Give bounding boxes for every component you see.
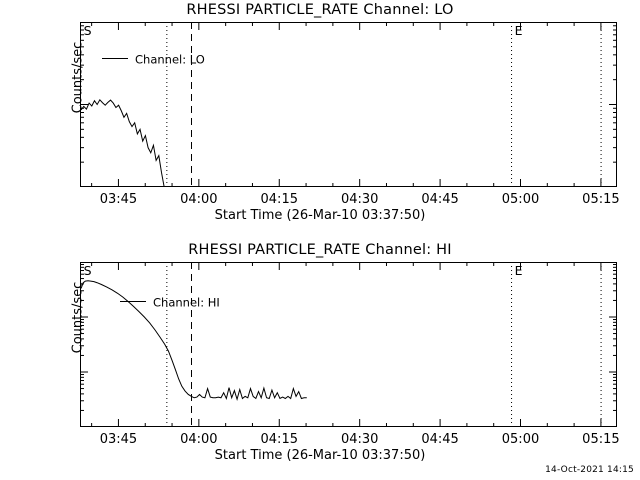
annotation-marker-e: E bbox=[514, 263, 523, 278]
y-tick-labels-hi: 1101001000 bbox=[80, 262, 617, 427]
chart-title-hi: RHESSI PARTICLE_RATE Channel: HI bbox=[188, 242, 452, 258]
legend-label-lo: Channel: LO bbox=[135, 52, 205, 67]
x-tick-label: 04:00 bbox=[180, 432, 218, 447]
legend-hi: Channel: HI bbox=[120, 295, 220, 310]
x-tick-label: 05:15 bbox=[582, 432, 620, 447]
x-tick-label: 04:45 bbox=[421, 192, 459, 207]
annotation-marker-s: S bbox=[83, 263, 92, 278]
x-tick-label: 04:30 bbox=[340, 432, 379, 447]
legend-swatch-line-lo bbox=[102, 58, 128, 59]
x-tick-label: 04:30 bbox=[340, 192, 379, 207]
x-tick-label: 04:15 bbox=[260, 192, 298, 207]
x-tick-label: 05:00 bbox=[501, 432, 540, 447]
legend-lo: Channel: LO bbox=[102, 52, 205, 67]
chart-title-lo: RHESSI PARTICLE_RATE Channel: LO bbox=[186, 2, 454, 18]
x-tick-label: 03:45 bbox=[99, 192, 138, 207]
generation-timestamp: 14-Oct-2021 14:15 bbox=[545, 465, 634, 475]
x-axis-label-hi: Start Time (26-Mar-10 03:37:50) bbox=[214, 448, 426, 463]
chart-panel-hi: RHESSI PARTICLE_RATE Channel: HI Counts/… bbox=[0, 240, 640, 480]
x-tick-label: 05:00 bbox=[501, 192, 540, 207]
annotation-marker-s: S bbox=[83, 23, 92, 38]
x-axis-label-lo: Start Time (26-Mar-10 03:37:50) bbox=[214, 208, 426, 223]
legend-label-hi: Channel: HI bbox=[153, 295, 220, 310]
x-tick-label: 04:15 bbox=[260, 432, 298, 447]
plot-svg-lo bbox=[80, 22, 617, 187]
x-tick-label: 04:45 bbox=[421, 432, 459, 447]
y-tick-labels-lo: 110100 bbox=[80, 22, 617, 187]
plot-area-lo: Counts/sec 110100 03:4504:0004:1504:3004… bbox=[71, 22, 620, 207]
plot-area-hi: Counts/sec 1101001000 03:4504:0004:1504:… bbox=[71, 262, 620, 447]
chart-panel-lo: RHESSI PARTICLE_RATE Channel: LO Counts/… bbox=[71, 2, 620, 223]
x-tick-label: 04:00 bbox=[180, 192, 218, 207]
x-tick-label: 03:45 bbox=[99, 432, 138, 447]
x-tick-label: 05:15 bbox=[582, 192, 620, 207]
legend-swatch-line-hi bbox=[120, 301, 146, 302]
plot-svg-hi bbox=[80, 262, 617, 427]
annotation-marker-e: E bbox=[514, 23, 523, 38]
